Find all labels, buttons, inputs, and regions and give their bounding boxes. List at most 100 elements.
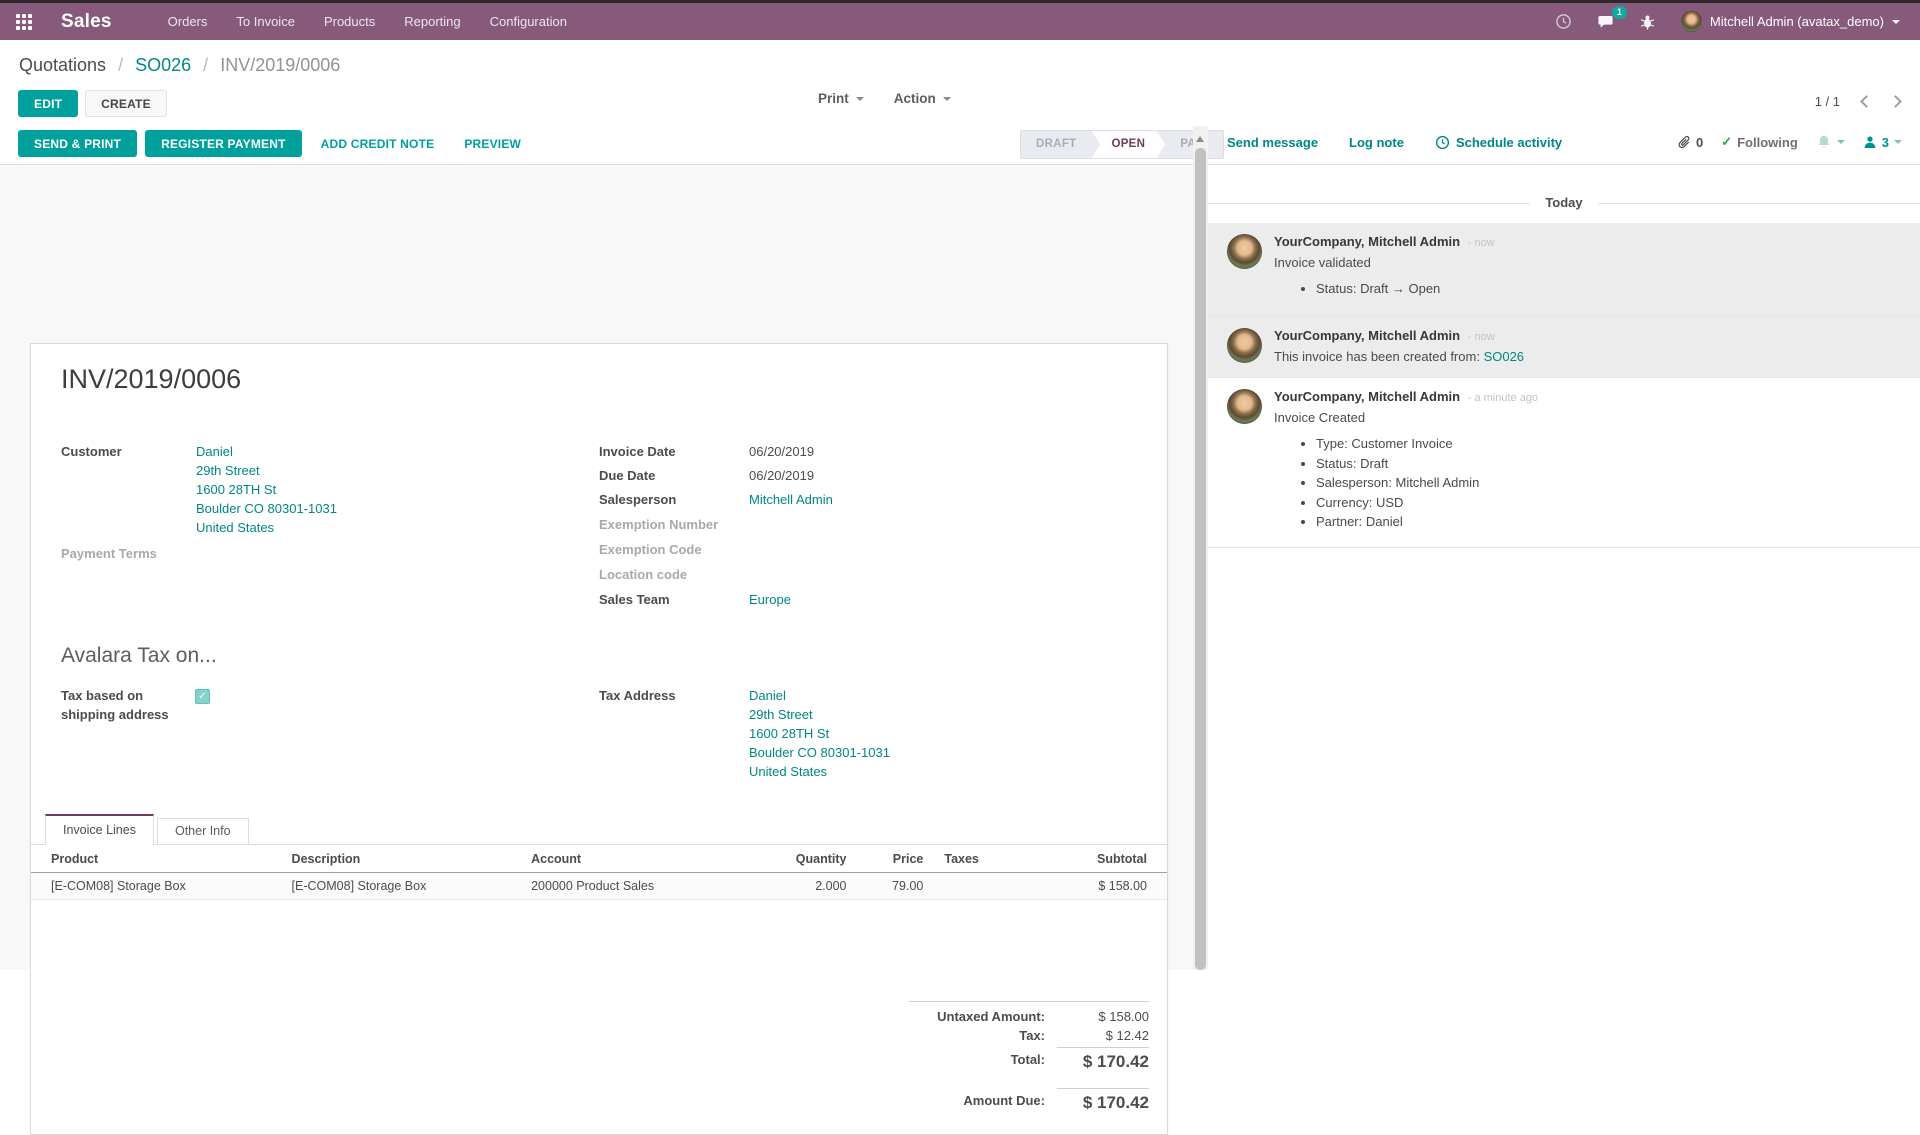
tax-address-city-link[interactable]: Boulder CO 80301-1031 — [749, 745, 890, 760]
top-navbar: Sales Orders To Invoice Products Reporti… — [0, 3, 1920, 40]
so026-link[interactable]: SO026 — [1483, 349, 1525, 364]
invoice-form-sheet: INV/2019/0006 Customer Daniel 29th Stree… — [30, 343, 1168, 1135]
send-print-button[interactable]: SEND & PRINT — [18, 130, 138, 157]
chevron-down-icon — [1836, 140, 1845, 148]
schedule-activity-label: Schedule activity — [1455, 135, 1563, 150]
col-account-header: Account — [531, 851, 582, 866]
edit-button[interactable]: EDIT — [18, 90, 79, 117]
sales-team-label: Sales Team — [599, 592, 670, 607]
notebook-tabs: Invoice Lines Other Info — [31, 814, 1167, 845]
print-dropdown[interactable]: Print — [818, 91, 864, 106]
subscribe-bell-button[interactable] — [1816, 134, 1845, 150]
sales-team-value-link[interactable]: Europe — [749, 592, 791, 607]
bug-debug-icon[interactable] — [1639, 13, 1657, 31]
chevron-down-icon — [1894, 140, 1902, 148]
messages-count-badge: 1 — [1611, 5, 1627, 19]
create-button[interactable]: CREATE — [85, 90, 167, 117]
attachments-button[interactable]: 0 — [1676, 135, 1703, 150]
message-bullet: Status: Draft — [1316, 454, 1900, 474]
tax-address-country-link[interactable]: United States — [749, 764, 828, 779]
followers-button[interactable]: 3 — [1863, 135, 1902, 150]
pager-value[interactable]: 1 / 1 — [1814, 94, 1840, 109]
message-author: YourCompany, Mitchell Admin — [1274, 234, 1461, 249]
tax-address-street2-link[interactable]: 1600 28TH St — [749, 726, 830, 741]
total-value: $ 170.42 — [1057, 1047, 1149, 1072]
send-message-button[interactable]: Send message — [1227, 135, 1318, 150]
tax-address-street-link[interactable]: 29th Street — [749, 707, 813, 722]
control-panel: EDIT CREATE Print Action 1 / 1 — [0, 86, 1920, 124]
tax-shipping-checkbox[interactable]: ✓ — [195, 689, 210, 704]
message-invoice-created-from: YourCompany, Mitchell Admin - now This i… — [1208, 317, 1920, 378]
following-button[interactable]: ✓ Following — [1721, 134, 1798, 150]
chevron-down-icon — [1892, 19, 1900, 28]
totals-block: Untaxed Amount: $ 158.00 Tax: $ 12.42 To… — [909, 1001, 1149, 1076]
tax-address: Daniel 29th Street 1600 28TH St Boulder … — [749, 686, 890, 781]
tax-label: Tax: — [1019, 1028, 1045, 1043]
schedule-activity-button[interactable]: Schedule activity — [1435, 135, 1562, 150]
customer-name-link[interactable]: Daniel — [196, 444, 233, 459]
action-dropdown[interactable]: Action — [894, 91, 951, 106]
amount-due-block: Amount Due: $ 170.42 — [909, 1088, 1149, 1117]
due-date-value: 06/20/2019 — [749, 468, 815, 483]
tax-address-name-link[interactable]: Daniel — [749, 688, 786, 703]
customer-country-link[interactable]: United States — [196, 520, 275, 535]
scrollbar-thumb[interactable] — [1195, 148, 1206, 970]
action-label: Action — [893, 91, 936, 106]
cell-subtotal: $ 158.00 — [1098, 879, 1147, 893]
customer-street-link[interactable]: 29th Street — [196, 463, 260, 478]
apps-menu-icon[interactable] — [16, 13, 32, 30]
cell-description: [E-COM08] Storage Box — [291, 879, 427, 893]
table-row[interactable]: [E-COM08] Storage Box [E-COM08] Storage … — [31, 873, 1167, 900]
customer-street2-link[interactable]: 1600 28TH St — [196, 482, 277, 497]
exemption-number-label: Exemption Number — [599, 517, 719, 532]
form-statusbar: SEND & PRINT REGISTER PAYMENT ADD CREDIT… — [0, 124, 1920, 165]
message-bullet: Type: Customer Invoice — [1316, 434, 1900, 454]
col-price-header: Price — [892, 851, 924, 866]
log-note-button[interactable]: Log note — [1349, 135, 1404, 150]
clock-icon — [1435, 135, 1450, 150]
bell-icon — [1818, 135, 1830, 148]
invoice-number-title: INV/2019/0006 — [61, 364, 242, 394]
date-divider: Today — [1208, 195, 1920, 211]
chevron-down-icon — [855, 96, 864, 105]
menu-configuration[interactable]: Configuration — [489, 14, 567, 29]
menu-orders[interactable]: Orders — [167, 14, 208, 29]
user-menu[interactable]: Mitchell Admin (avatax_demo) — [1680, 11, 1900, 32]
message-timestamp: - now — [1467, 331, 1495, 343]
breadcrumb-row: Quotations / SO026 / INV/2019/0006 — [0, 40, 1920, 86]
message-avatar — [1227, 328, 1262, 363]
customer-city-link[interactable]: Boulder CO 80301-1031 — [196, 501, 337, 516]
attachment-count: 0 — [1695, 134, 1704, 150]
add-credit-note-button[interactable]: ADD CREDIT NOTE — [310, 130, 446, 157]
col-taxes-header: Taxes — [944, 851, 979, 866]
activities-clock-icon[interactable] — [1555, 13, 1573, 31]
pager-previous-icon[interactable] — [1860, 95, 1873, 108]
status-draft[interactable]: DRAFT — [1036, 138, 1077, 150]
preview-button[interactable]: PREVIEW — [453, 130, 532, 157]
invoice-date-label: Invoice Date — [599, 444, 676, 459]
breadcrumb-quotations[interactable]: Quotations — [19, 55, 107, 75]
user-avatar — [1680, 11, 1702, 32]
tab-other-info[interactable]: Other Info — [156, 818, 249, 844]
app-title[interactable]: Sales — [61, 10, 112, 32]
breadcrumb-so026[interactable]: SO026 — [135, 55, 192, 75]
tab-invoice-lines[interactable]: Invoice Lines — [45, 814, 154, 845]
person-icon — [1864, 136, 1876, 148]
cell-product: [E-COM08] Storage Box — [51, 879, 186, 893]
total-label: Total: — [1010, 1052, 1045, 1067]
message-body: Invoice validated — [1274, 255, 1371, 270]
register-payment-button[interactable]: REGISTER PAYMENT — [145, 130, 302, 157]
messages-icon[interactable]: 1 — [1597, 5, 1627, 31]
menu-products[interactable]: Products — [323, 14, 376, 29]
cell-price: 79.00 — [892, 879, 924, 893]
menu-to-invoice[interactable]: To Invoice — [236, 14, 295, 29]
tax-value: $ 12.42 — [1105, 1028, 1149, 1043]
message-timestamp: - now — [1467, 237, 1495, 249]
salesperson-value-link[interactable]: Mitchell Admin — [749, 492, 833, 507]
status-open[interactable]: OPEN — [1091, 131, 1165, 158]
message-author: YourCompany, Mitchell Admin — [1274, 328, 1461, 343]
menu-reporting[interactable]: Reporting — [404, 14, 461, 29]
message-avatar — [1227, 389, 1262, 424]
scrollbar-up-arrow[interactable] — [1196, 132, 1204, 142]
pager-next-icon[interactable] — [1889, 95, 1902, 108]
